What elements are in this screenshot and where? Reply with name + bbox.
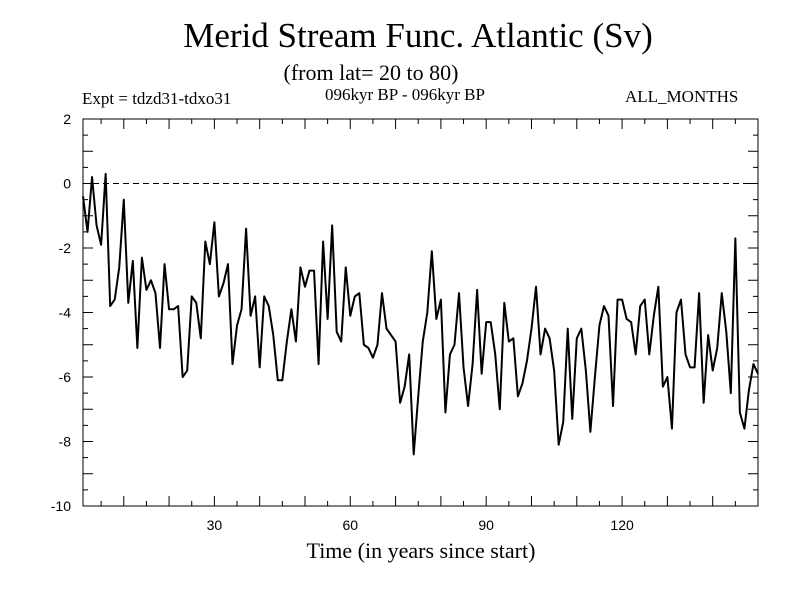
data-series-line	[82, 172, 759, 456]
data-points	[83, 174, 758, 455]
y-tick-label: -8	[59, 434, 72, 450]
y-tick-label: -2	[59, 240, 72, 256]
y-tick-label: 2	[63, 111, 71, 127]
experiment-label: Expt = tdzd31-tdxo31	[82, 89, 232, 108]
y-tick-label: -4	[59, 305, 72, 321]
y-tick-label: -6	[59, 369, 72, 385]
months-label: ALL_MONTHS	[625, 87, 739, 106]
x-tick-label: 30	[207, 517, 223, 533]
axis-ticks	[83, 118, 759, 507]
tick-labels: 2 0 -2 -4 -6 -8 -10 30 60 90 120	[51, 111, 634, 533]
chart-title: Merid Stream Func. Atlantic (Sv)	[183, 16, 653, 55]
x-tick-label: 90	[478, 517, 494, 533]
plot-frame	[82, 118, 759, 507]
y-tick-label: -10	[51, 498, 71, 514]
x-tick-label: 120	[610, 517, 634, 533]
period-label: 096kyr BP - 096kyr BP	[325, 85, 485, 104]
y-tick-label: 0	[63, 176, 71, 192]
x-axis-label: Time (in years since start)	[306, 538, 536, 563]
x-tick-label: 60	[342, 517, 358, 533]
chart-subtitle: (from lat= 20 to 80)	[283, 60, 459, 85]
